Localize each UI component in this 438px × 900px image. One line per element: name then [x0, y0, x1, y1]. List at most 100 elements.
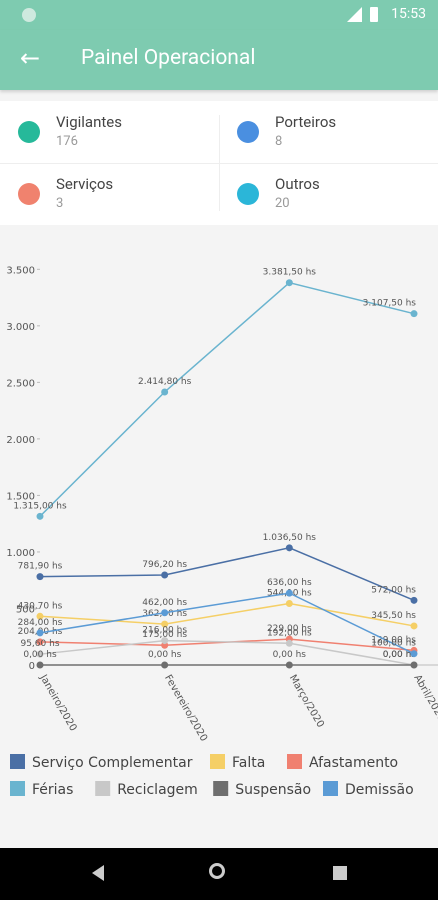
data-point — [36, 512, 44, 520]
legend-swatch — [323, 781, 338, 796]
series-line — [39, 602, 415, 627]
divider — [0, 163, 438, 164]
data-label: 0,00 hs — [383, 650, 417, 660]
data-label: 781,90 hs — [18, 562, 63, 572]
data-label: 100,00 hs — [371, 639, 416, 649]
y-tick-label: 2.000 — [6, 435, 35, 446]
data-label: 0,00 hs — [383, 650, 417, 660]
navigation-bar — [0, 848, 438, 900]
data-point — [285, 544, 293, 552]
app-bar: ← Painel Operacional — [0, 30, 438, 90]
legend-label: Serviço Complementar — [32, 755, 193, 771]
card-icon — [18, 121, 40, 143]
data-point — [36, 650, 44, 658]
data-point — [161, 620, 169, 628]
data-label: 129,00 hs — [371, 635, 416, 645]
data-label: 1.315,00 hs — [13, 501, 67, 511]
data-point — [161, 388, 169, 396]
card-value: 20 — [275, 196, 290, 211]
data-label: 636,00 hs — [267, 578, 312, 588]
data-point — [285, 599, 293, 607]
legend-label: Férias — [32, 782, 73, 798]
y-tick-label: 500 — [16, 604, 35, 615]
nav-home[interactable] — [209, 863, 225, 879]
data-label: 0,00 hs — [23, 650, 57, 660]
card-icon — [18, 183, 40, 205]
card-label: Porteiros — [275, 113, 337, 131]
data-label: 95,60 hs — [20, 639, 59, 649]
data-label: 0,00 hs — [148, 650, 182, 660]
data-point — [36, 638, 44, 646]
legend-swatch — [95, 781, 111, 796]
data-label: 462,00 hs — [142, 598, 187, 608]
card-label: Vigilantes — [56, 113, 122, 131]
notification-icon — [22, 8, 36, 22]
data-point — [285, 661, 293, 669]
series-line — [39, 281, 415, 517]
card-value: 8 — [275, 134, 283, 149]
data-label: 192,00 hs — [267, 628, 312, 638]
x-tick-label: Março/2020 — [287, 673, 326, 730]
x-tick-label: Janeiro/2020 — [37, 672, 79, 733]
y-tick-label: 0 — [29, 661, 35, 672]
battery-icon — [370, 7, 378, 22]
data-point — [36, 629, 44, 637]
data-point — [285, 279, 293, 287]
y-tick-label: 3.000 — [6, 322, 35, 333]
card-label: Outros — [275, 175, 320, 193]
legend-swatch — [213, 781, 229, 796]
card[interactable]: Serviços 3 — [0, 163, 219, 225]
data-point — [36, 612, 44, 620]
x-tick-label: Abril/2020 — [411, 673, 438, 723]
data-label: 796,20 hs — [142, 560, 187, 570]
legend-label: Afastamento — [309, 755, 398, 771]
data-point — [36, 661, 44, 669]
nav-back[interactable] — [92, 865, 104, 881]
data-point — [161, 571, 169, 579]
data-point — [410, 310, 418, 318]
legend-label: Demissão — [345, 782, 414, 798]
data-label: 175,00 hs — [142, 630, 187, 640]
data-point — [410, 596, 418, 604]
card[interactable]: Outros 20 — [219, 163, 438, 225]
summary-cards: Vigilantes 176 Porteiros 8 Serviços 3 Ou… — [0, 101, 438, 225]
y-tick-label: 1.500 — [6, 491, 35, 502]
legend-swatch — [10, 754, 25, 769]
data-label: 345,50 hs — [371, 611, 416, 621]
data-point — [410, 622, 418, 630]
data-point — [285, 639, 293, 647]
legend-swatch — [10, 781, 25, 796]
card-icon — [237, 121, 259, 143]
legend-swatch — [287, 754, 302, 769]
x-tick-label: Fevereiro/2020 — [162, 673, 209, 744]
clock: 15:53 — [391, 6, 426, 22]
signal-icon — [347, 7, 362, 22]
series-line — [39, 547, 415, 602]
legend-label: Falta — [232, 755, 265, 771]
card[interactable]: Porteiros 8 — [219, 101, 438, 163]
data-point — [161, 609, 169, 617]
data-label: 284,00 hs — [18, 618, 63, 628]
data-label: 3.381,50 hs — [263, 268, 317, 278]
y-tick-label: 2.500 — [6, 378, 35, 389]
back-button[interactable]: ← — [20, 44, 41, 72]
status-bar: 15:53 — [0, 0, 438, 30]
data-label: 229,00 hs — [267, 624, 312, 634]
card[interactable]: Vigilantes 176 — [0, 101, 219, 163]
data-point — [410, 650, 418, 658]
series-line — [39, 592, 415, 655]
nav-recents[interactable] — [333, 866, 347, 880]
data-label: 430,70 hs — [18, 601, 63, 611]
legend-swatch — [210, 754, 225, 769]
data-point — [285, 589, 293, 597]
y-tick-label: 1.000 — [6, 548, 35, 559]
data-label: 0,00 hs — [273, 650, 307, 660]
data-point — [410, 661, 418, 669]
data-label: 216,00 hs — [142, 626, 187, 636]
data-label: 1.036,50 hs — [263, 533, 317, 543]
screen-title: Painel Operacional — [81, 46, 256, 70]
card-label: Serviços — [56, 175, 114, 193]
data-point — [161, 637, 169, 645]
card-value: 3 — [56, 196, 64, 211]
